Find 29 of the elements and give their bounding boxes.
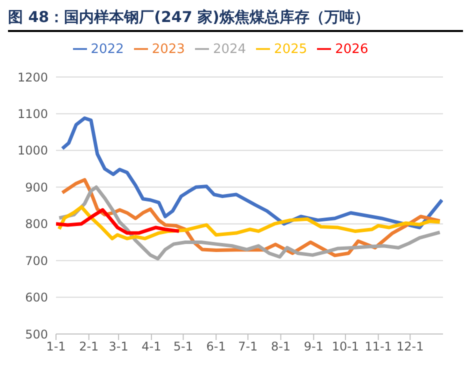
line-series	[57, 205, 442, 240]
y-tick-label: 500	[25, 327, 48, 342]
x-tick-label: 2-1	[79, 340, 99, 354]
line-series	[60, 116, 443, 230]
x-tick-label: 4-1	[142, 340, 162, 354]
x-tick-label: 8-1	[270, 340, 291, 354]
legend-label: 2026	[335, 42, 368, 57]
x-tick-label: 6-1	[206, 340, 226, 354]
x-tick-label: 3-1	[108, 340, 128, 354]
line-series	[56, 208, 181, 235]
x-tick-label: 7-1	[238, 340, 258, 354]
y-tick-label: 800	[25, 217, 48, 232]
legend-label: 2025	[274, 42, 308, 57]
x-tick-label: 5-1	[173, 340, 194, 354]
y-tick-label: 1100	[17, 106, 48, 121]
legend-label: 2023	[152, 42, 185, 57]
x-tick-label: 1-1	[46, 340, 66, 354]
x-tick-label: 9-1	[304, 340, 324, 354]
y-tick-label: 600	[25, 290, 48, 305]
x-tick-label: 10-1	[332, 340, 360, 354]
chart-title: 图 48：国内样本钢厂(247 家)炼焦煤总库存（万吨）	[8, 8, 463, 32]
x-tick-label: 11-1	[364, 340, 392, 354]
y-tick-label: 700	[25, 254, 48, 268]
legend-label: 2024	[212, 42, 246, 57]
legend-label: 2022	[90, 42, 124, 57]
x-tick-label: 12-1	[396, 340, 424, 354]
y-tick-label: 1200	[17, 70, 48, 84]
y-tick-label: 900	[25, 180, 48, 194]
y-tick-label: 1000	[17, 144, 48, 158]
